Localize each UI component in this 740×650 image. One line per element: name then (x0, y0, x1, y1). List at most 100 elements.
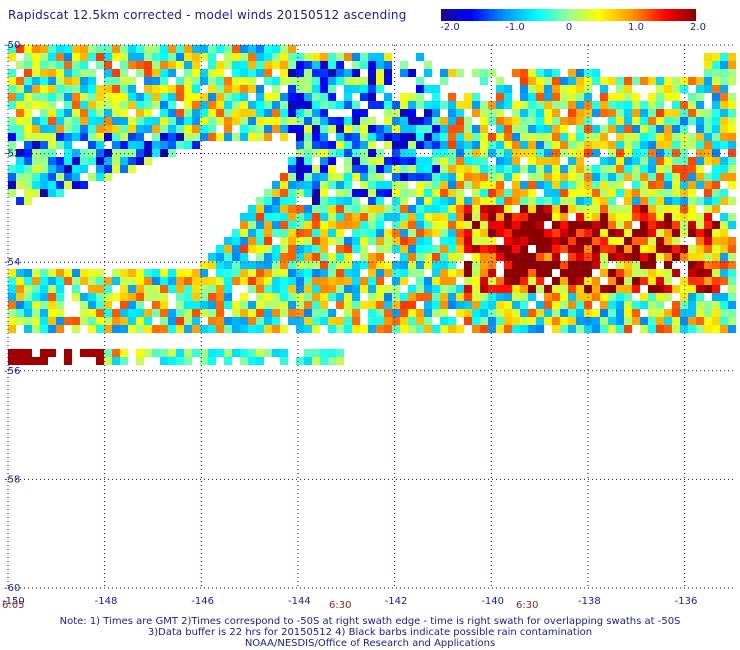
wind-cell (248, 269, 256, 277)
wind-cell (40, 349, 48, 357)
wind-cell (304, 317, 312, 325)
wind-cell (424, 221, 432, 229)
wind-cell (328, 173, 336, 181)
wind-cell (344, 189, 352, 197)
wind-cell (216, 301, 224, 309)
wind-cell (480, 173, 488, 181)
wind-cell (416, 245, 424, 253)
wind-cell (208, 261, 216, 269)
wind-cell (256, 117, 264, 125)
wind-cell (392, 149, 400, 157)
wind-cell (344, 245, 352, 253)
wind-cell (520, 237, 528, 245)
wind-cell (464, 285, 472, 293)
wind-cell (656, 165, 664, 173)
wind-cell (240, 357, 248, 365)
wind-cell (168, 117, 176, 125)
wind-cell (384, 229, 392, 237)
wind-cell (280, 269, 288, 277)
wind-cell (440, 221, 448, 229)
wind-cell (712, 141, 720, 149)
wind-cell (656, 213, 664, 221)
wind-cell (600, 141, 608, 149)
wind-cell (344, 213, 352, 221)
wind-cell (48, 53, 56, 61)
wind-cell (488, 309, 496, 317)
wind-cell (632, 165, 640, 173)
wind-cell (488, 293, 496, 301)
wind-cell (312, 349, 320, 357)
wind-cell (720, 85, 728, 93)
wind-cell (480, 125, 488, 133)
wind-cell (472, 301, 480, 309)
wind-cell (200, 69, 208, 77)
wind-cell (576, 165, 584, 173)
wind-cell (360, 117, 368, 125)
wind-cell (280, 61, 288, 69)
wind-cell (8, 149, 16, 157)
wind-cell (320, 229, 328, 237)
wind-cell (24, 117, 32, 125)
wind-cell (672, 117, 680, 125)
wind-cell (176, 325, 184, 333)
wind-cell (480, 213, 488, 221)
wind-cell (328, 61, 336, 69)
wind-cell (528, 133, 536, 141)
wind-cell (96, 109, 104, 117)
wind-cell (120, 309, 128, 317)
wind-cell (184, 277, 192, 285)
wind-cell (568, 309, 576, 317)
wind-cell (688, 301, 696, 309)
wind-cell (480, 237, 488, 245)
wind-cell (304, 149, 312, 157)
wind-cell (96, 357, 104, 365)
wind-cell (248, 237, 256, 245)
wind-cell (720, 165, 728, 173)
wind-cell (464, 317, 472, 325)
wind-cell (568, 301, 576, 309)
wind-cell (344, 93, 352, 101)
wind-cell (392, 277, 400, 285)
wind-cell (216, 133, 224, 141)
wind-cell (312, 53, 320, 61)
wind-cell (640, 189, 648, 197)
wind-cell (424, 237, 432, 245)
wind-cell (560, 101, 568, 109)
wind-cell (672, 205, 680, 213)
wind-cell (424, 213, 432, 221)
wind-cell (344, 181, 352, 189)
wind-cell (112, 149, 120, 157)
wind-cell (728, 149, 736, 157)
wind-cell (264, 261, 272, 269)
wind-cell (568, 261, 576, 269)
wind-cell (416, 293, 424, 301)
wind-cell (704, 117, 712, 125)
wind-cell (368, 173, 376, 181)
wind-cell (496, 141, 504, 149)
wind-cell (624, 141, 632, 149)
wind-cell (624, 213, 632, 221)
wind-cell (728, 77, 736, 85)
wind-cell (728, 277, 736, 285)
wind-cell (64, 165, 72, 173)
wind-cell (120, 285, 128, 293)
wind-cell (456, 221, 464, 229)
wind-cell (328, 69, 336, 77)
wind-cell (384, 237, 392, 245)
wind-cell (224, 109, 232, 117)
wind-cell (440, 125, 448, 133)
wind-cell (728, 117, 736, 125)
wind-cell (688, 173, 696, 181)
wind-cell (408, 253, 416, 261)
wind-cell (320, 205, 328, 213)
wind-cell (384, 261, 392, 269)
wind-cell (432, 149, 440, 157)
wind-cell (448, 229, 456, 237)
wind-cell (376, 309, 384, 317)
wind-cell (280, 229, 288, 237)
wind-cell (104, 277, 112, 285)
wind-cell (376, 189, 384, 197)
wind-cell (480, 157, 488, 165)
wind-cell (40, 53, 48, 61)
